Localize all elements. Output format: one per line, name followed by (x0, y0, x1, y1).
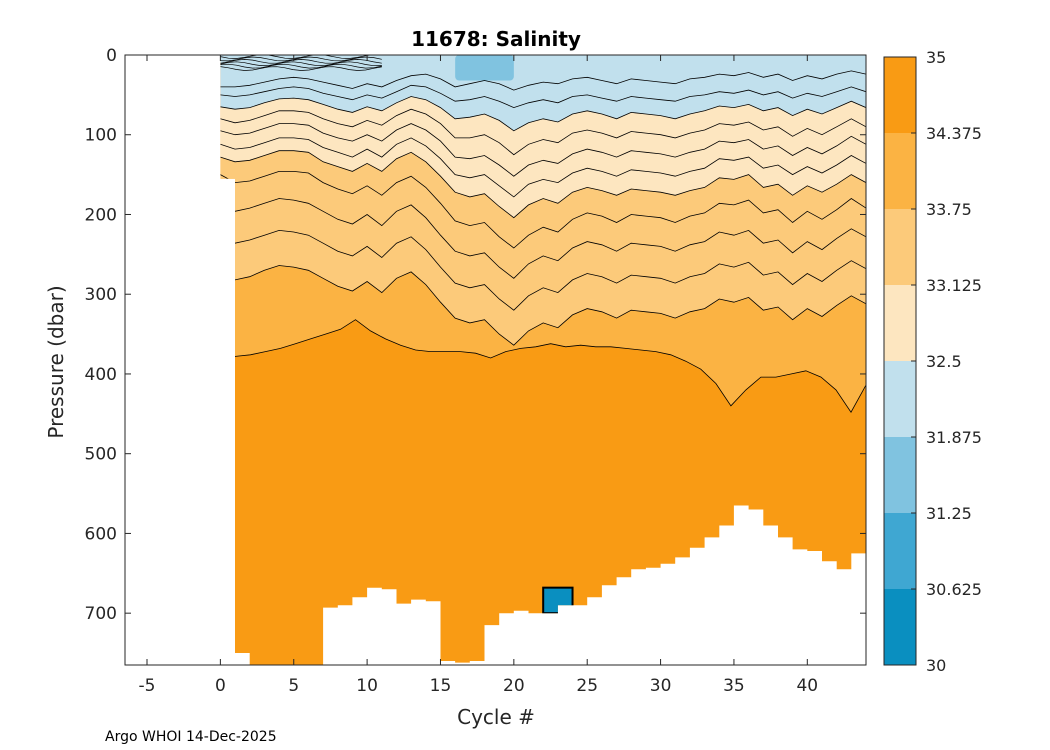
colorbar-swatch (884, 57, 916, 133)
isohaline-33.4 (220, 137, 866, 198)
x-axis-label: Cycle # (457, 705, 535, 729)
x-axis: -5 0 5 10 15 20 25 30 35 40 (139, 55, 818, 696)
x-tick-label: 25 (576, 676, 598, 696)
isohaline-34.2 (220, 265, 866, 346)
salinity-field (220, 55, 866, 665)
colorbar-tick-label: 32.5 (926, 352, 962, 371)
surface-contour (220, 59, 382, 64)
contour-lines (220, 55, 866, 413)
colorbar-tick-label: 31.25 (926, 504, 972, 523)
y-tick-label: 700 (85, 604, 117, 624)
colorbar-swatch (884, 589, 916, 665)
y-tick-label: 500 (85, 445, 117, 465)
surface-contour (220, 66, 382, 71)
surface-contour (220, 56, 382, 62)
isohaline-contours (220, 55, 866, 413)
colorbar-swatch (884, 437, 916, 513)
x-tick-label: 20 (503, 676, 525, 696)
colorbar-tick-label: 34.375 (926, 124, 982, 143)
y-tick-label: 300 (85, 285, 117, 305)
y-tick-label: 400 (85, 365, 117, 385)
y-tick-label: 600 (85, 524, 117, 544)
colorbar-tick-label: 33.75 (926, 200, 972, 219)
x-tick-label: 35 (723, 676, 745, 696)
colorbar-swatch (884, 285, 916, 361)
surface-contour (220, 55, 382, 59)
x-tick-label: 10 (356, 676, 378, 696)
x-tick-label: 0 (215, 676, 226, 696)
isohaline-33 (220, 108, 866, 156)
isohaline-33.75 (220, 171, 866, 249)
isohaline-32 (220, 70, 866, 91)
colorbar-tick-label: 35 (926, 48, 946, 67)
isohaline-33.9 (220, 198, 866, 279)
y-axis-label: Pressure (dbar) (44, 285, 68, 438)
isohaline-34.05 (220, 229, 866, 311)
colorbar-swatch (884, 133, 916, 209)
isohaline-32.5 (220, 84, 866, 109)
colorbar-swatch (884, 361, 916, 437)
isohaline-33.2 (220, 123, 866, 177)
colorbar-swatch (884, 513, 916, 589)
y-tick-label: 100 (85, 126, 117, 146)
footer-credit: Argo WHOI 14-Dec-2025 (105, 729, 277, 745)
x-tick-label: 15 (430, 676, 452, 696)
y-axis: 0 100 200 300 400 500 600 700 (85, 46, 866, 624)
isohaline-33.6 (220, 150, 866, 219)
colorbar: 30 30.625 31.25 31.875 32.5 33.125 33.75 34.375… (883, 48, 982, 675)
x-tick-label: 40 (796, 676, 818, 696)
surface-contour (220, 61, 382, 67)
y-tick-label: 200 (85, 205, 117, 225)
colorbar-tick-label: 30 (926, 656, 946, 675)
band-32 (220, 55, 866, 91)
fresh-surface-patch (455, 55, 514, 81)
isohaline-34.375 (220, 319, 866, 413)
chart-title: 11678: Salinity (411, 27, 581, 51)
x-tick-label: -5 (139, 676, 156, 696)
colorbar-tick-label: 31.875 (926, 428, 982, 447)
plot-frame (124, 54, 867, 666)
colorbar-tick-label: 30.625 (926, 580, 982, 599)
colorbar-swatch (884, 209, 916, 285)
bottom-anomaly-patch (542, 586, 574, 615)
surface-contour (220, 63, 382, 69)
y-tick-label: 0 (106, 46, 117, 66)
isohaline-32.8 (220, 96, 866, 132)
x-tick-label: 5 (288, 676, 299, 696)
salinity-bands (220, 55, 866, 665)
x-tick-label: 30 (650, 676, 672, 696)
colorbar-tick-label: 33.125 (926, 276, 982, 295)
